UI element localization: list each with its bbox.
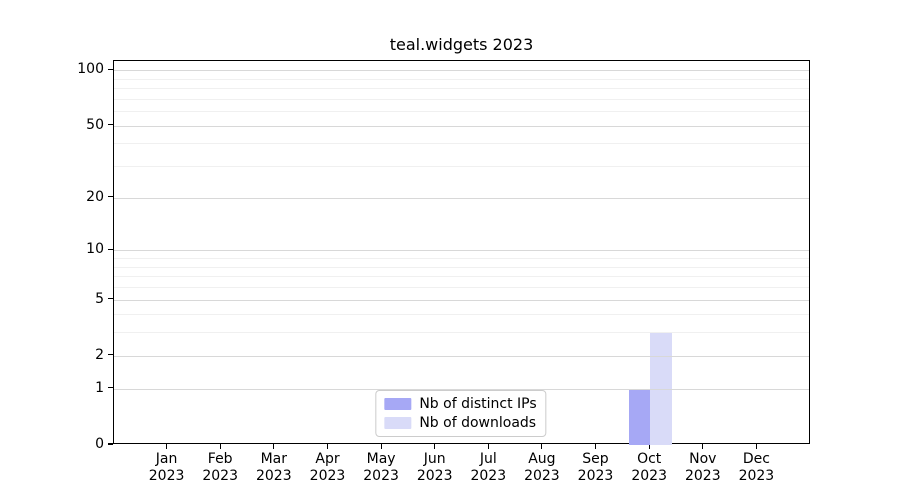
y-tick-label: 10 xyxy=(86,241,104,258)
legend-swatch-downloads xyxy=(384,417,412,429)
legend-label-downloads: Nb of downloads xyxy=(419,415,537,431)
x-tick-mark xyxy=(380,444,382,449)
plot-area xyxy=(113,60,810,445)
minor-gridline xyxy=(114,166,809,168)
x-tick-mark xyxy=(166,444,168,449)
x-tick-year: 2023 xyxy=(470,468,507,484)
y-tick-mark xyxy=(108,387,113,389)
x-tick-mark xyxy=(541,444,543,449)
minor-gridline xyxy=(114,98,809,100)
x-tick-mark xyxy=(594,444,597,449)
minor-gridline xyxy=(114,78,809,80)
y-tick-label: 20 xyxy=(86,188,104,205)
minor-gridline xyxy=(114,276,809,278)
x-tick-mark xyxy=(487,444,489,449)
x-tick-year: 2023 xyxy=(524,468,560,484)
x-tick-month: Oct xyxy=(637,451,662,467)
x-tick-year: 2023 xyxy=(202,468,238,484)
x-tick-month: Sep xyxy=(582,451,609,467)
x-tick-label: Oct 2023 xyxy=(619,451,679,485)
x-tick-month: Jun xyxy=(423,451,446,467)
legend-item-downloads: Nb of downloads xyxy=(384,415,536,431)
bar-distinct-ips xyxy=(628,388,651,445)
x-tick-month: Jan xyxy=(155,451,178,467)
minor-gridline xyxy=(114,88,809,89)
x-tick-mark xyxy=(273,444,275,449)
x-tick-month: Apr xyxy=(315,451,340,467)
x-tick-year: 2023 xyxy=(631,468,667,484)
y-tick-label: 0 xyxy=(95,436,104,452)
x-tick-label: Aug 2023 xyxy=(512,451,572,485)
x-tick-year: 2023 xyxy=(738,468,775,484)
x-tick-label: Dec 2023 xyxy=(726,451,786,485)
minor-gridline xyxy=(114,143,809,145)
x-tick-label: Sep 2023 xyxy=(566,451,626,485)
x-tick-year: 2023 xyxy=(684,468,721,484)
y-tick-label: 50 xyxy=(86,116,104,133)
x-tick-month: Nov xyxy=(689,451,717,467)
y-tick-label: 5 xyxy=(95,290,104,307)
x-tick-month: Jul xyxy=(479,451,497,467)
x-tick-month: May xyxy=(366,451,396,467)
x-tick-label: May 2023 xyxy=(351,451,411,485)
minor-gridline xyxy=(114,332,809,334)
y-tick-mark xyxy=(108,68,113,70)
y-tick-mark xyxy=(108,196,113,198)
x-tick-mark xyxy=(648,444,650,449)
x-tick-year: 2023 xyxy=(309,468,346,484)
y-tick-label: 1 xyxy=(95,379,104,396)
x-tick-month: Mar xyxy=(260,451,287,467)
x-tick-label: Jun 2023 xyxy=(405,451,465,485)
y-tick-mark xyxy=(108,354,113,356)
y-tick-label: 2 xyxy=(95,346,104,363)
x-tick-label: Nov 2023 xyxy=(673,451,733,485)
major-gridline xyxy=(114,197,809,199)
x-tick-month: Aug xyxy=(528,451,556,467)
minor-gridline xyxy=(114,111,809,113)
legend-label-distinct-ips: Nb of distinct IPs xyxy=(419,396,537,412)
x-tick-year: 2023 xyxy=(255,468,292,484)
x-tick-label: Jan 2023 xyxy=(137,451,197,485)
x-tick-month: Feb xyxy=(207,451,233,467)
legend: Nb of distinct IPs Nb of downloads xyxy=(375,390,547,437)
y-tick-mark xyxy=(108,248,113,250)
y-tick-mark xyxy=(108,297,113,300)
x-tick-mark xyxy=(434,444,436,449)
chart-title: teal.widgets 2023 xyxy=(389,35,534,54)
x-tick-mark xyxy=(219,444,221,449)
x-tick-label: Feb 2023 xyxy=(190,451,250,485)
x-tick-month: Dec xyxy=(742,451,770,467)
x-tick-year: 2023 xyxy=(416,468,453,484)
x-tick-year: 2023 xyxy=(363,468,399,484)
x-tick-year: 2023 xyxy=(577,468,614,484)
major-gridline xyxy=(114,355,809,357)
x-tick-label: Mar 2023 xyxy=(244,451,304,485)
major-gridline xyxy=(114,388,809,390)
x-tick-mark xyxy=(755,444,757,449)
x-tick-label: Jul 2023 xyxy=(458,451,518,485)
y-tick-label: 100 xyxy=(77,61,104,78)
major-gridline xyxy=(114,250,809,252)
legend-item-distinct-ips: Nb of distinct IPs xyxy=(384,396,537,412)
minor-gridline xyxy=(114,286,809,288)
major-gridline xyxy=(114,299,809,301)
x-tick-mark xyxy=(326,444,329,449)
major-gridline xyxy=(114,70,809,72)
legend-swatch-distinct-ips xyxy=(384,398,412,410)
x-tick-mark xyxy=(702,444,704,449)
minor-gridline xyxy=(114,314,809,316)
x-tick-year: 2023 xyxy=(148,468,185,484)
y-tick-mark xyxy=(108,124,113,126)
x-tick-label: Apr 2023 xyxy=(298,451,358,485)
minor-gridline xyxy=(114,266,809,268)
minor-gridline xyxy=(114,258,809,259)
y-tick-mark xyxy=(108,443,113,445)
major-gridline xyxy=(114,125,809,127)
